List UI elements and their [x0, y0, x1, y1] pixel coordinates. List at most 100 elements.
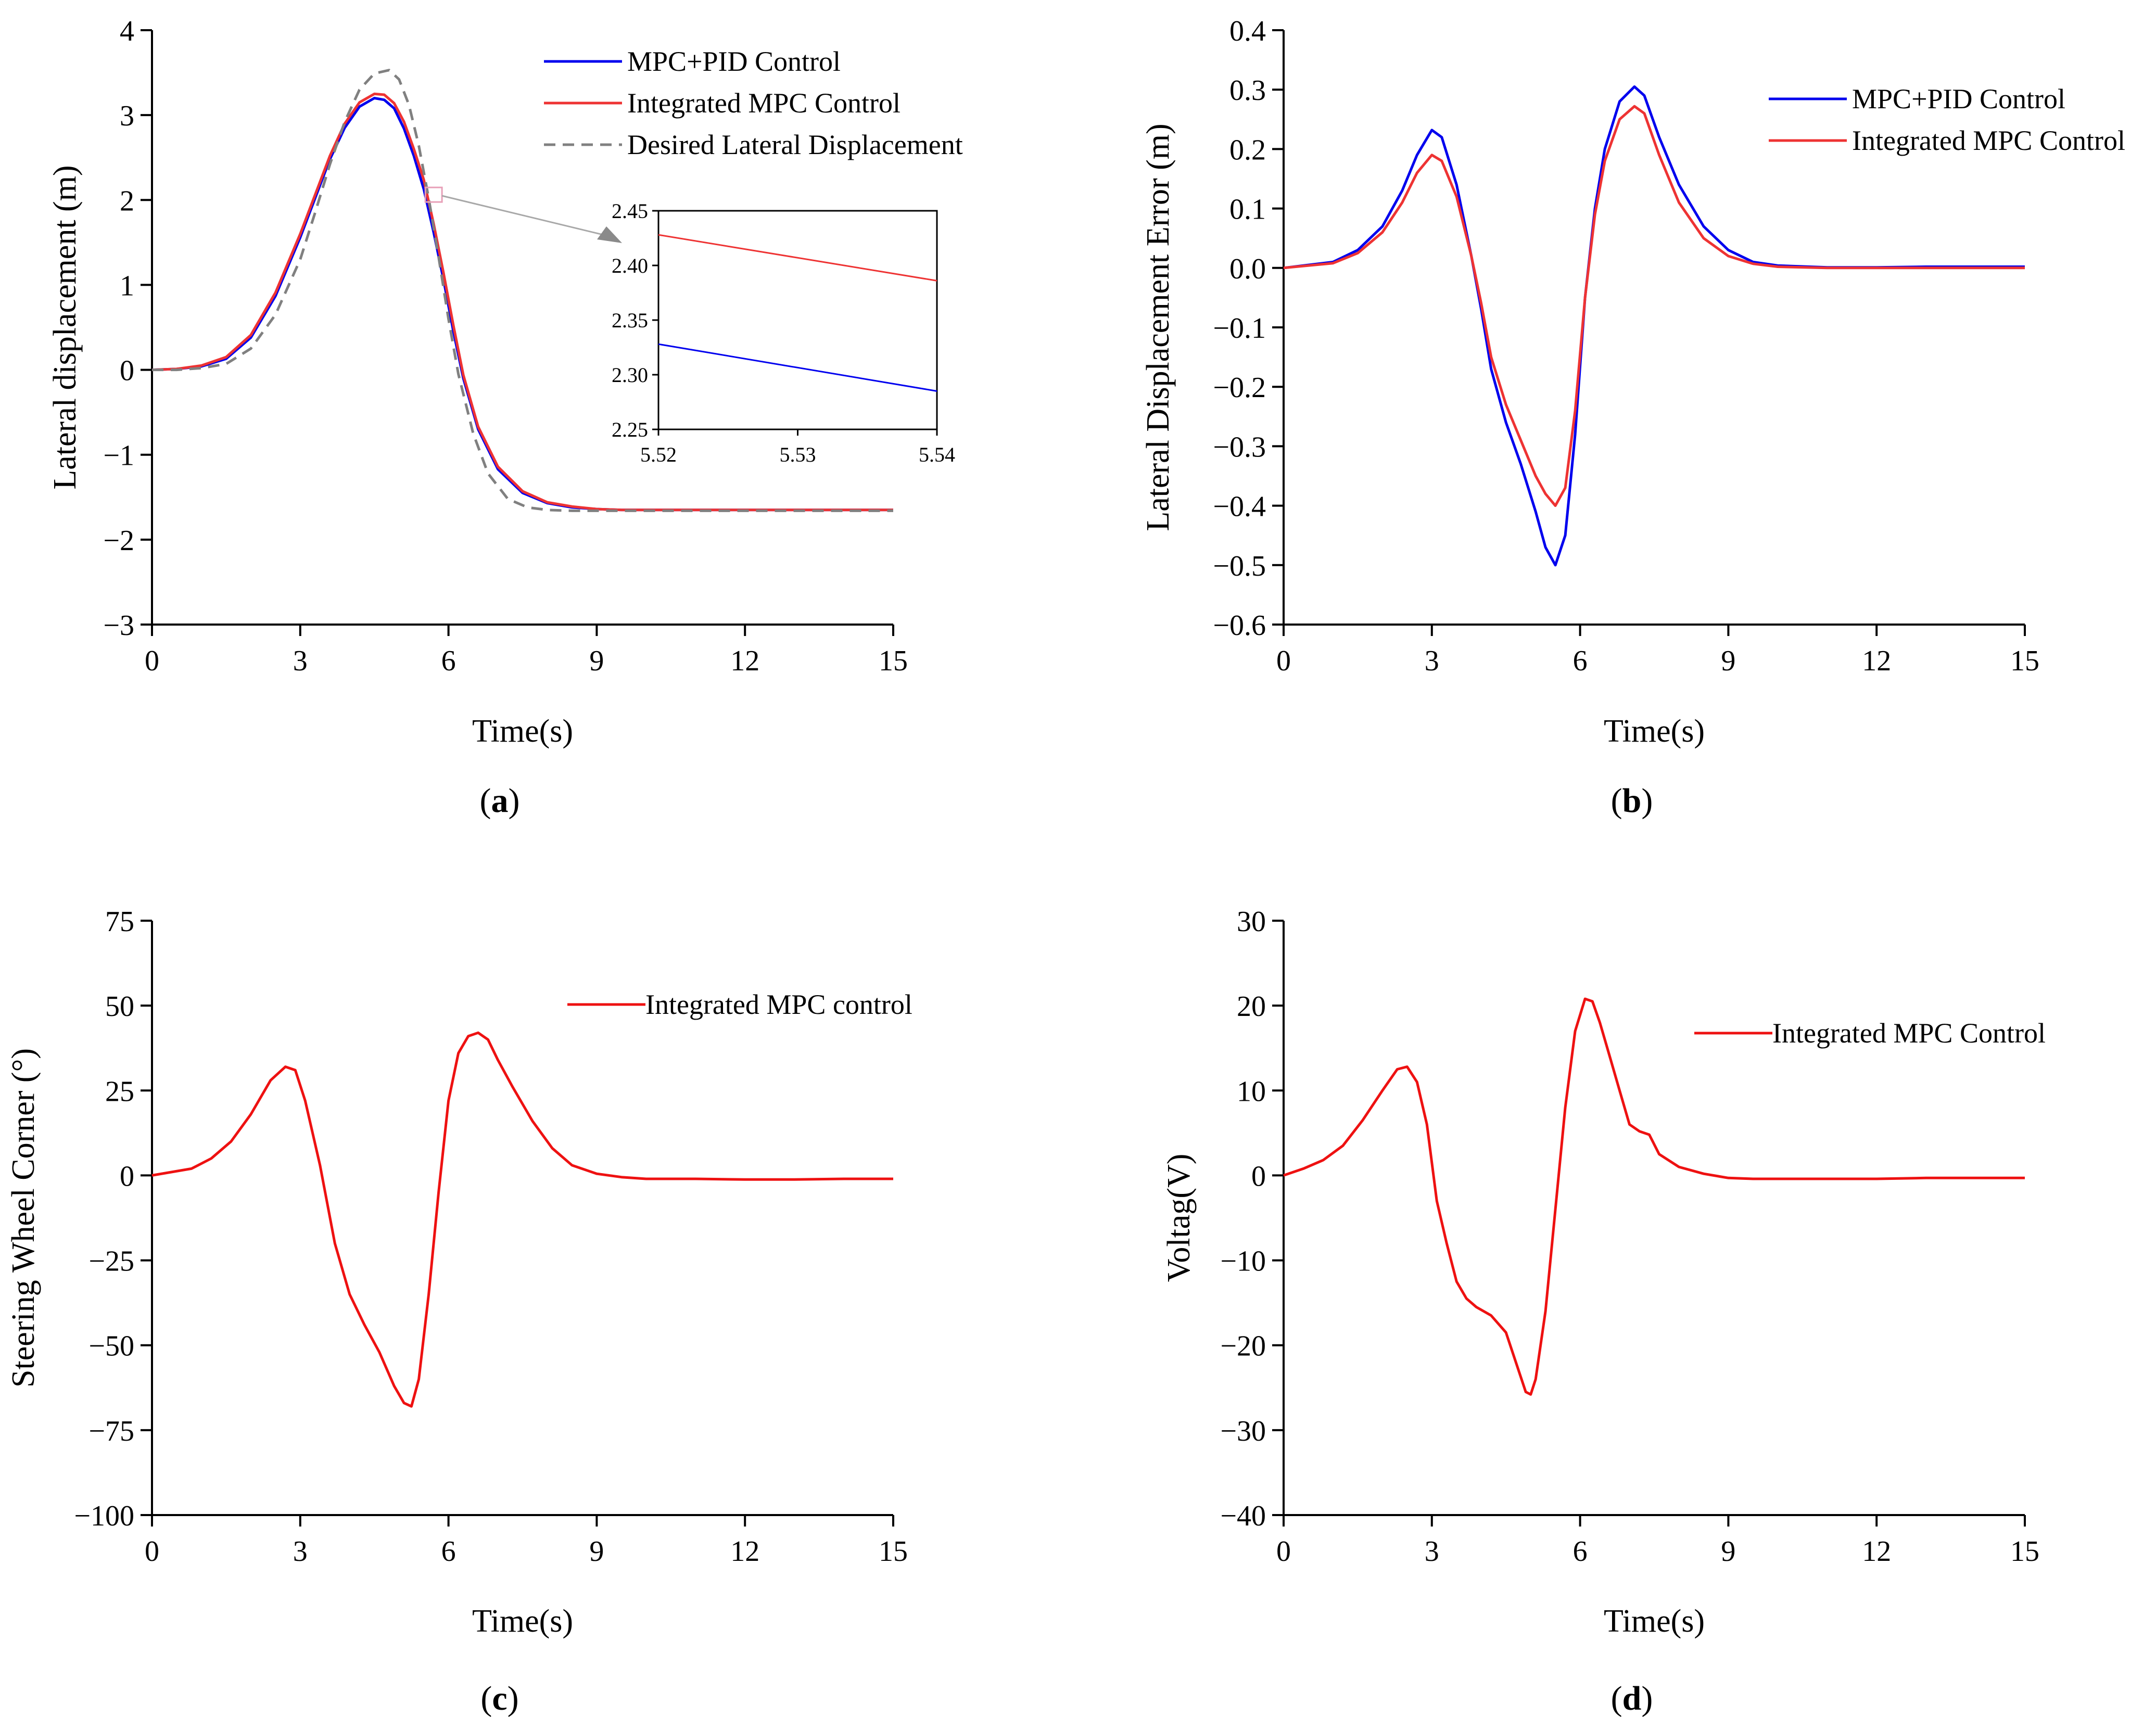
inset-frame: [657, 210, 938, 430]
y-tick-label: 30: [1237, 906, 1266, 938]
caption-letter: a: [491, 782, 509, 820]
inset-series-line-0: [658, 234, 937, 282]
y-tick-label: −0.2: [1213, 372, 1266, 404]
y-tick-label: −30: [1220, 1415, 1266, 1447]
x-tick-label: 9: [1721, 645, 1735, 677]
series-line-0: [151, 1031, 893, 1408]
y-axis-title: Steering Wheel Corner (°): [6, 1048, 41, 1388]
y-tick-label: −50: [88, 1330, 134, 1363]
legend-label: Integrated MPC Control: [1852, 125, 2125, 156]
y-tick-label: 0.0: [1229, 253, 1266, 285]
x-tick-label: 6: [441, 645, 456, 677]
y-tick-label: −3: [103, 609, 134, 642]
x-tick-label: 0: [1276, 645, 1291, 677]
caption-paren-open: (: [1611, 782, 1622, 820]
y-tick-label: −0.3: [1213, 431, 1266, 463]
x-tick-label: 0: [145, 645, 159, 677]
series-line-0: [1283, 997, 2025, 1396]
y-tick-label: −1: [103, 440, 134, 472]
x-tick-label: 3: [293, 645, 308, 677]
y-tick-label: −20: [1220, 1330, 1266, 1363]
x-tick-label: 3: [1425, 1535, 1439, 1568]
series-line-0: [1283, 85, 2025, 567]
inset-y-tick-label: 2.35: [612, 309, 648, 332]
y-tick-label: −100: [74, 1500, 134, 1532]
zoom-marker-box: [424, 186, 443, 203]
y-tick-label: 2: [120, 185, 134, 217]
inset-x-tick-label: 5.53: [780, 443, 816, 466]
legend-label: MPC+PID Control: [627, 46, 841, 77]
panel-c: −100 −75 −50 −25 0 25 50 75 0 3 6 9 12 15 Time(s) Steer…: [6, 906, 912, 1717]
y-tick-label: 0: [1251, 1160, 1266, 1192]
x-tick-label: 15: [2010, 1535, 2039, 1568]
panel-d: −40 −30 −20 −10 0 10 20 30 0 3 6 9 12 15 Time(s) Voltag…: [1161, 906, 2046, 1717]
panel-caption: (a): [480, 782, 520, 820]
x-tick-label: 6: [1573, 645, 1588, 677]
x-tick-label: 15: [2010, 645, 2039, 677]
x-tick-label: 6: [1573, 1535, 1588, 1568]
x-tick-label: 15: [879, 645, 908, 677]
inset-y-tick-label: 2.25: [612, 418, 648, 441]
y-tick-label: −0.1: [1213, 312, 1266, 345]
caption-letter: d: [1622, 1680, 1642, 1717]
legend-label: Desired Lateral Displacement: [627, 129, 963, 160]
x-tick-label: 12: [1862, 645, 1891, 677]
y-tick-label: 0.4: [1229, 15, 1266, 47]
x-axis-title: Time(s): [472, 1604, 573, 1639]
y-tick-label: −0.5: [1213, 550, 1266, 582]
y-tick-label: −2: [103, 525, 134, 557]
inset-zoom: 2.25 2.30 2.35 2.40 2.45 5.52 5.53 5.54: [424, 186, 955, 466]
zoom-arrow-head: [597, 226, 622, 243]
y-tick-label: 0: [120, 1160, 134, 1192]
x-tick-label: 9: [1721, 1535, 1735, 1568]
y-tick-label: 25: [105, 1075, 134, 1108]
x-tick-label: 3: [1425, 645, 1439, 677]
caption-paren-close: ): [509, 782, 520, 820]
y-tick-label: 0.1: [1229, 194, 1266, 226]
panel-b: −0.6 −0.5 −0.4 −0.3 −0.2 −0.1 0.0 0.1 0.2 0.3 0.4 0…: [1140, 15, 2125, 820]
panel-caption: (c): [480, 1680, 518, 1717]
inset-x-tick-label: 5.52: [640, 443, 677, 466]
y-tick-label: 0: [120, 355, 134, 387]
legend-label: MPC+PID Control: [1852, 83, 2065, 115]
x-tick-label: 0: [145, 1535, 159, 1568]
x-tick-label: 0: [1276, 1535, 1291, 1568]
caption-paren-open: (: [1611, 1680, 1622, 1717]
y-tick-label: −0.6: [1213, 609, 1266, 642]
y-tick-label: 1: [120, 270, 134, 302]
caption-letter: b: [1622, 782, 1642, 820]
y-tick-label: −0.4: [1213, 491, 1266, 523]
x-tick-label: 12: [730, 645, 759, 677]
caption-letter: c: [492, 1680, 507, 1717]
series-line-2: [152, 69, 893, 512]
zoom-arrow-line: [441, 195, 612, 238]
x-tick-label: 9: [589, 1535, 604, 1568]
x-axis-title: Time(s): [1604, 714, 1705, 749]
caption-paren-close: ): [1641, 1680, 1653, 1717]
x-tick-label: 12: [730, 1535, 759, 1568]
caption-paren-open: (: [480, 1680, 492, 1717]
y-axis-title: Voltag(V): [1161, 1154, 1197, 1282]
y-tick-label: 50: [105, 990, 134, 1023]
y-tick-label: −25: [88, 1245, 134, 1278]
inset-y-tick-label: 2.45: [612, 199, 648, 223]
y-tick-label: 20: [1237, 990, 1266, 1023]
panel-caption: (d): [1611, 1680, 1653, 1717]
y-tick-label: 75: [105, 906, 134, 938]
y-tick-label: 3: [120, 100, 134, 132]
x-tick-label: 9: [589, 645, 604, 677]
y-tick-label: 10: [1237, 1075, 1266, 1108]
y-tick-label: 0.3: [1229, 74, 1266, 107]
inset-x-tick-label: 5.54: [919, 443, 955, 466]
x-axis-title: Time(s): [472, 714, 573, 749]
y-axis-title: Lateral Displacement Error (m): [1140, 123, 1176, 531]
y-tick-label: 0.2: [1229, 134, 1266, 166]
y-axis-title: Lateral displacement (m): [47, 165, 83, 489]
x-tick-label: 6: [441, 1535, 456, 1568]
caption-paren-open: (: [480, 782, 491, 820]
inset-series-line-1: [658, 343, 937, 392]
x-tick-label: 3: [293, 1535, 308, 1568]
inset-y-tick-label: 2.40: [612, 254, 648, 277]
